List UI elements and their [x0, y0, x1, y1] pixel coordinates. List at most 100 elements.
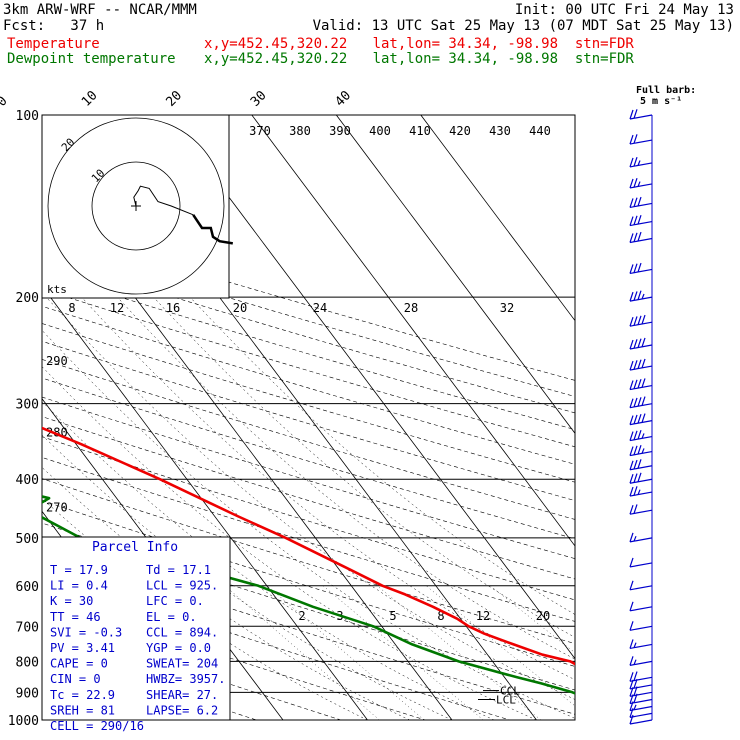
parcel-row-right-2: LFC = 0. — [146, 594, 204, 608]
dry-adiabat-390 — [42, 340, 575, 501]
wind-barb-staff-120 — [629, 162, 653, 168]
isotherm-label-20: 20 — [163, 88, 185, 110]
theta-label-270: 270 — [46, 500, 68, 514]
theta-e-label-370: 370 — [249, 124, 271, 138]
parcel-row-left-8: Tc = 22.9 — [50, 688, 115, 702]
wind-barb-flag-300-0 — [629, 398, 634, 408]
pressure-label-900: 900 — [16, 686, 39, 701]
wind-barb-flag-340-0 — [629, 431, 634, 441]
wind-barb-staff-875 — [629, 684, 653, 690]
mixing-ratio-2 — [224, 585, 380, 720]
theta-e-label-390: 390 — [329, 124, 351, 138]
wind-barb-staff-650 — [629, 606, 653, 612]
wind-barb-flag-300-2 — [637, 397, 642, 407]
wind-barb-flag-400-2 — [637, 472, 642, 483]
parcel-info-box — [41, 536, 231, 721]
isotherm-20 — [166, 115, 575, 660]
parcel-row-left-9: SREH = 81 — [50, 703, 115, 717]
wind-barb-half-800 — [633, 659, 637, 665]
wind-barb-flag-180-2 — [637, 262, 642, 273]
dry-adiabat-400 — [42, 323, 575, 483]
legend-dewpoint-location: x,y=452.45,320.22 lat,lon= 34.34, -98.98… — [204, 51, 634, 67]
wind-barb-flag-120-0 — [629, 157, 634, 168]
wind-barb-flag-240-2 — [637, 338, 642, 348]
dry-adiabat-460 — [42, 225, 575, 381]
wind-barb-staff-750 — [629, 643, 653, 650]
wind-barb-flag-180-1 — [633, 263, 638, 273]
wind-barb-staff-700 — [629, 625, 653, 631]
dry-adiabat-440 — [42, 256, 575, 414]
wind-barb-staff-150 — [629, 220, 653, 227]
wind-barb-staff-380 — [629, 465, 653, 471]
pressure-label-400: 400 — [16, 473, 39, 488]
mixing-ratio-label-12: 12 — [476, 609, 490, 623]
parcel-row-left-10: CELL = 290/16 — [50, 719, 144, 733]
pressure-label-100: 100 — [16, 109, 39, 124]
mixing-ratio-label-5: 5 — [389, 609, 396, 623]
wind-barb-flag-380-2 — [637, 459, 642, 469]
hodograph-ring-20 — [47, 117, 225, 295]
dry-adiabat-450 — [42, 240, 575, 397]
moist-adiabat-0 — [42, 434, 453, 720]
isotherm-40 — [335, 115, 575, 434]
wind-barb-flag-200-0 — [629, 291, 634, 302]
moist-adiabat-25 — [81, 296, 575, 681]
wind-barb-column — [629, 109, 653, 725]
wind-barb-flag-240-3 — [641, 337, 646, 348]
wind-barb-half-750 — [633, 642, 637, 648]
mixing-ratio-label-2: 2 — [298, 609, 305, 623]
theta-e-label-400: 400 — [369, 124, 391, 138]
wind-barb-half-360 — [641, 448, 645, 454]
upper-mixing-label-20: 20 — [233, 301, 247, 315]
wind-barb-flag-260-0 — [629, 360, 634, 371]
parcel-row-left-1: LI = 0.4 — [50, 579, 108, 593]
hodograph-trace-high — [192, 214, 234, 245]
wind-barb-staff-320 — [629, 420, 653, 426]
parcel-row-right-6: SWEAT= 204 — [146, 657, 218, 671]
wind-barb-flag-160-0 — [629, 233, 634, 243]
temperature-trace — [42, 426, 575, 666]
wind-barb-flag-120-1 — [633, 157, 638, 167]
wind-barb-flag-280-3 — [641, 378, 646, 388]
dry-adiabat-310 — [42, 500, 575, 667]
wind-barb-flag-150-0 — [629, 216, 634, 226]
pressure-label-1000: 1000 — [8, 714, 39, 729]
parcel-info-title: Parcel Info — [92, 540, 178, 555]
wind-barb-staff-130 — [629, 183, 653, 189]
dry-adiabat-350 — [42, 416, 575, 580]
wind-barb-staff-360 — [629, 450, 653, 457]
wind-barb-flag-300-3 — [641, 396, 646, 406]
wind-barb-flag-130-0 — [629, 178, 634, 189]
isotherm-label-40: 40 — [332, 88, 354, 110]
wind-barb-flag-800-0 — [629, 656, 634, 666]
wind-barb-flag-130-1 — [633, 178, 638, 188]
upper-mixing-label-12: 12 — [110, 301, 124, 315]
pressure-label-200: 200 — [16, 291, 39, 306]
wind-barb-staff-180 — [629, 268, 653, 275]
parcel-row-right-5: YGP = 0.0 — [146, 641, 211, 655]
wind-barb-flag-750-0 — [629, 639, 634, 649]
parcel-row-right-9: LAPSE= 6.2 — [146, 703, 218, 717]
wind-barb-staff-850 — [629, 676, 653, 682]
wind-barb-staff-975 — [629, 712, 653, 718]
parcel-row-left-4: SVI = -0.3 — [50, 625, 122, 639]
wind-barb-flag-110-0 — [629, 134, 634, 145]
wind-barb-staff-140 — [629, 202, 653, 208]
parcel-row-right-0: Td = 17.1 — [146, 563, 211, 577]
wind-barb-staff-280 — [629, 384, 653, 391]
mixing-ratio-5 — [323, 585, 484, 720]
wind-barb-half-340 — [641, 433, 645, 439]
dry-adiabat-270 — [42, 594, 427, 720]
theta-e-label-420: 420 — [449, 124, 471, 138]
theta-e-label-430: 430 — [489, 124, 511, 138]
pressure-label-800: 800 — [16, 655, 39, 670]
wind-barb-flag-260-3 — [641, 358, 646, 369]
wind-barb-flag-220-1 — [633, 316, 638, 326]
wind-barb-flag-320-2 — [637, 414, 642, 424]
barb-label-line1: Full barb: — [636, 85, 696, 96]
moist-adiabat--10 — [42, 498, 368, 720]
ccl-label: CCL — [500, 685, 520, 698]
hodograph-units: kts — [47, 283, 67, 296]
